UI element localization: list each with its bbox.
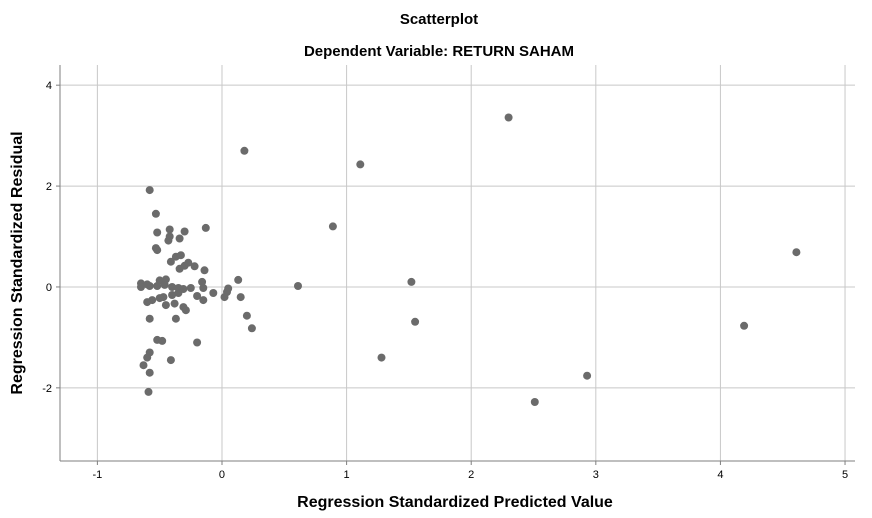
- scatter-point: [160, 280, 169, 289]
- scatter-point: [153, 282, 162, 290]
- scatter-point: [158, 336, 167, 345]
- y-tick-label: 0: [46, 282, 52, 294]
- scatter-point: [137, 283, 145, 291]
- y-axis-title: Regression Standardized Residual: [9, 131, 26, 394]
- scatter-point: [294, 282, 302, 290]
- scatter-point: [155, 294, 164, 303]
- scatter-point: [377, 353, 386, 362]
- scatter-point: [170, 299, 179, 308]
- scatter-point: [175, 234, 184, 243]
- scatter-point: [166, 257, 175, 266]
- scatter-point: [190, 262, 199, 271]
- scatter-point: [166, 356, 175, 365]
- scatter-point: [164, 236, 173, 245]
- x-axis-title: Regression Standardized Predicted Value: [297, 494, 613, 511]
- scatter-point: [220, 293, 229, 302]
- scatter-point: [247, 324, 256, 333]
- scatter-point: [201, 223, 210, 232]
- scatter-point: [583, 371, 592, 380]
- scatter-point: [328, 222, 337, 231]
- scatter-point: [180, 227, 189, 236]
- scatter-point: [193, 338, 202, 347]
- scatter-point: [145, 368, 154, 377]
- tick-labels: -1 0 1 2 3 4 5 -2 0 2 4: [42, 80, 848, 481]
- scatter-point: [198, 277, 207, 286]
- x-tick-label: 3: [593, 469, 599, 481]
- scatter-point: [168, 291, 177, 299]
- scatter-point: [151, 209, 160, 218]
- scatter-point: [144, 387, 153, 396]
- scatter-point: [139, 361, 148, 370]
- scatter-point: [174, 289, 183, 297]
- scatter-point: [199, 296, 208, 305]
- scatter-point: [143, 298, 152, 307]
- x-tick-label: 2: [468, 469, 474, 481]
- scatter-point: [411, 317, 420, 326]
- scatter-point: [193, 292, 202, 300]
- scatter-point: [234, 275, 243, 284]
- scatter-point: [176, 251, 185, 260]
- y-tick-label: 2: [46, 181, 52, 193]
- grid-lines: [60, 65, 855, 461]
- y-tick-label: -2: [42, 383, 52, 395]
- scatter-point: [184, 258, 193, 267]
- x-tick-label: 0: [219, 469, 225, 481]
- scatter-point: [504, 113, 513, 122]
- scatter-point: [740, 321, 749, 330]
- scatter-point: [153, 228, 162, 237]
- scatter-point: [171, 314, 180, 323]
- scatter-point: [240, 146, 249, 155]
- scatter-point: [145, 282, 154, 290]
- scatter-point: [153, 246, 162, 255]
- scatter-point: [407, 277, 416, 286]
- scatter-point: [199, 284, 208, 292]
- scatter-point: [186, 284, 195, 292]
- scatter-point: [165, 225, 174, 234]
- scatter-point: [200, 266, 209, 275]
- scatter-point: [168, 283, 177, 291]
- scatter-point: [145, 314, 154, 323]
- y-tick-label: 4: [46, 80, 52, 92]
- x-tick-label: -1: [92, 469, 102, 481]
- chart-subtitle: Dependent Variable: RETURN SAHAM: [304, 43, 574, 60]
- scatter-point: [236, 293, 245, 302]
- scatter-point: [181, 306, 190, 315]
- scatter-point: [530, 398, 539, 406]
- scatter-point: [145, 186, 154, 195]
- scatter-point: [242, 311, 251, 320]
- x-tick-label: 5: [842, 469, 848, 481]
- scatter-point: [161, 301, 170, 310]
- scatter-point: [143, 353, 152, 362]
- axes: [56, 65, 855, 465]
- data-points: [137, 113, 801, 406]
- x-tick-label: 1: [344, 469, 350, 481]
- scatter-point: [356, 160, 365, 169]
- scatter-point: [792, 248, 801, 257]
- x-tick-label: 4: [717, 469, 723, 481]
- scatter-point: [175, 264, 184, 273]
- scatter-point: [209, 289, 218, 297]
- chart-title: Scatterplot: [400, 11, 478, 28]
